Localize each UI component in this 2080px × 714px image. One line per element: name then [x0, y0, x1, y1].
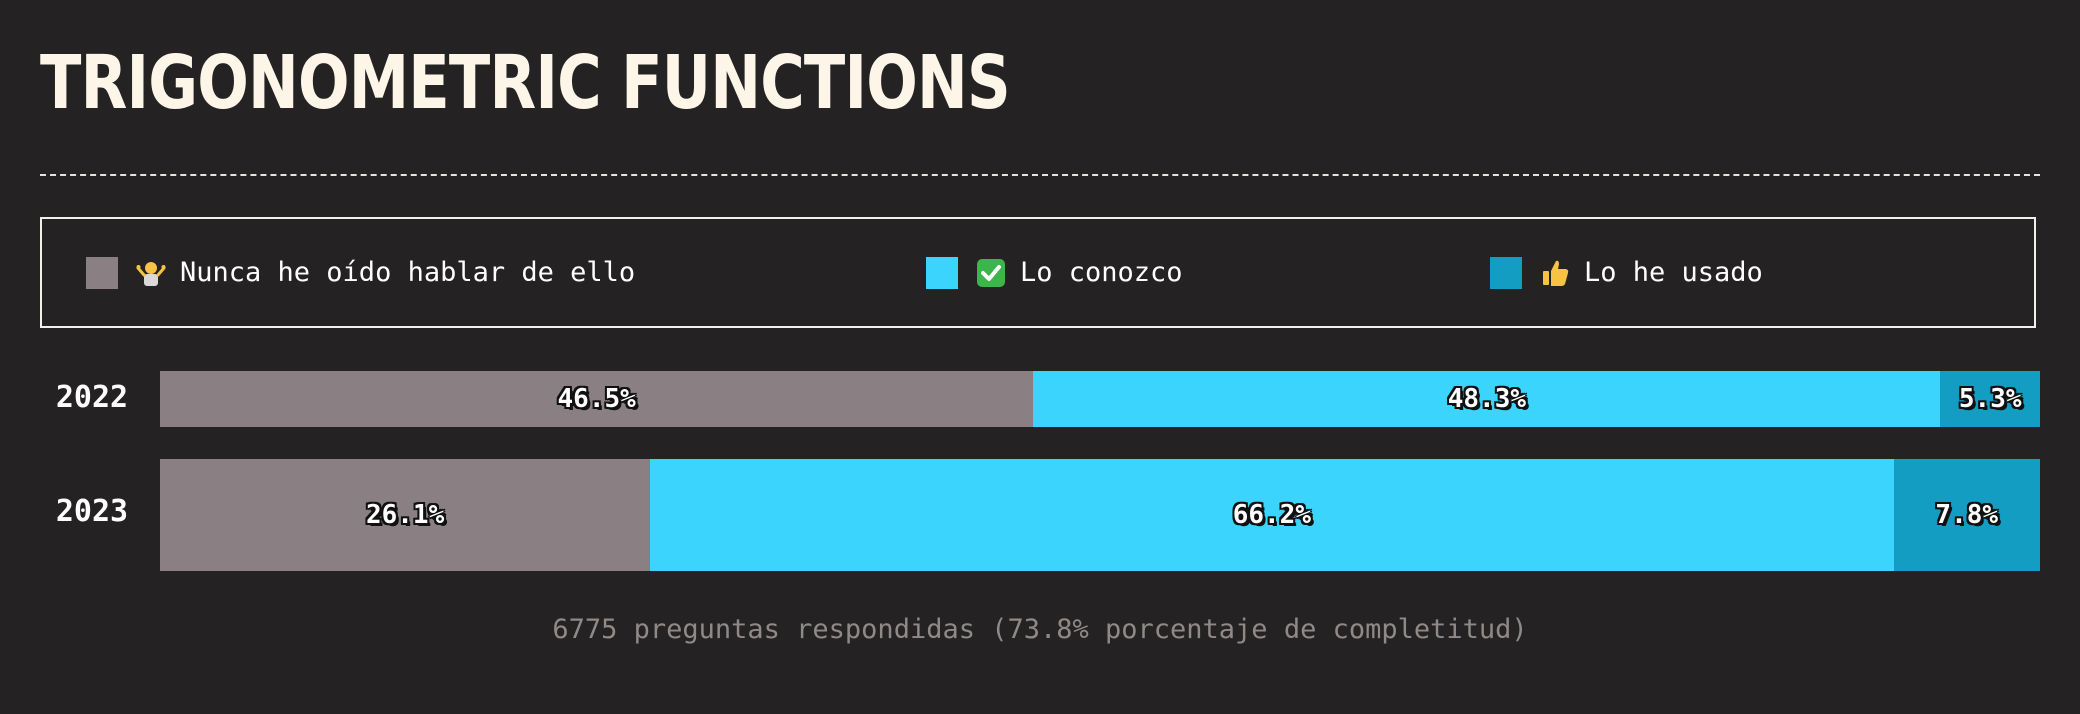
chart-title: TRIGONOMETRIC FUNCTIONS	[40, 40, 1011, 126]
legend-item-never-heard: Nunca he oído hablar de ello	[86, 219, 635, 326]
legend: Nunca he oído hablar de ello Lo conozco …	[40, 217, 2036, 328]
bar-segment-2022-used-it: 5.3%	[1940, 371, 2040, 427]
data-label-2022-used-it: 5.3%	[1958, 384, 2022, 414]
bar-segment-2023-know-it: 66.2%	[650, 459, 1894, 571]
stacked-bar-2022: 46.5% 48.3% 5.3%	[160, 371, 2040, 427]
shrug-icon	[136, 261, 166, 286]
category-label-2022: 2022	[55, 380, 129, 415]
bar-segment-2022-never-heard: 46.5%	[160, 371, 1034, 427]
legend-item-used-it: Lo he usado	[1490, 219, 1763, 326]
bar-segment-2023-never-heard: 26.1%	[160, 459, 651, 571]
stacked-bar-2023: 26.1% 66.2% 7.8%	[160, 459, 2040, 571]
legend-label-never-heard: Nunca he oído hablar de ello	[180, 257, 636, 288]
data-label-2023-know-it: 66.2%	[1232, 500, 1311, 530]
legend-swatch-used-it	[1490, 256, 1522, 289]
legend-swatch-know-it	[926, 256, 958, 289]
category-label-2023: 2023	[55, 494, 129, 529]
legend-item-know-it: Lo conozco	[926, 219, 1183, 326]
data-label-2023-used-it: 7.8%	[1935, 500, 1999, 530]
check-mark-icon	[977, 258, 1005, 287]
dashed-divider	[40, 174, 2040, 176]
bar-segment-2023-used-it: 7.8%	[1893, 459, 2040, 571]
legend-label-know-it: Lo conozco	[1020, 257, 1183, 288]
data-label-2022-know-it: 48.3%	[1447, 384, 1527, 414]
legend-swatch-never-heard	[86, 256, 118, 289]
bar-segment-2022-know-it: 48.3%	[1033, 371, 1941, 427]
data-label-2023-never-heard: 26.1%	[365, 500, 445, 530]
response-count-note: 6775 preguntas respondidas (73.8% porcen…	[552, 614, 1528, 645]
data-label-2022-never-heard: 46.5%	[557, 384, 636, 414]
thumbs-up-icon	[1543, 260, 1569, 286]
legend-label-used-it: Lo he usado	[1584, 257, 1763, 288]
